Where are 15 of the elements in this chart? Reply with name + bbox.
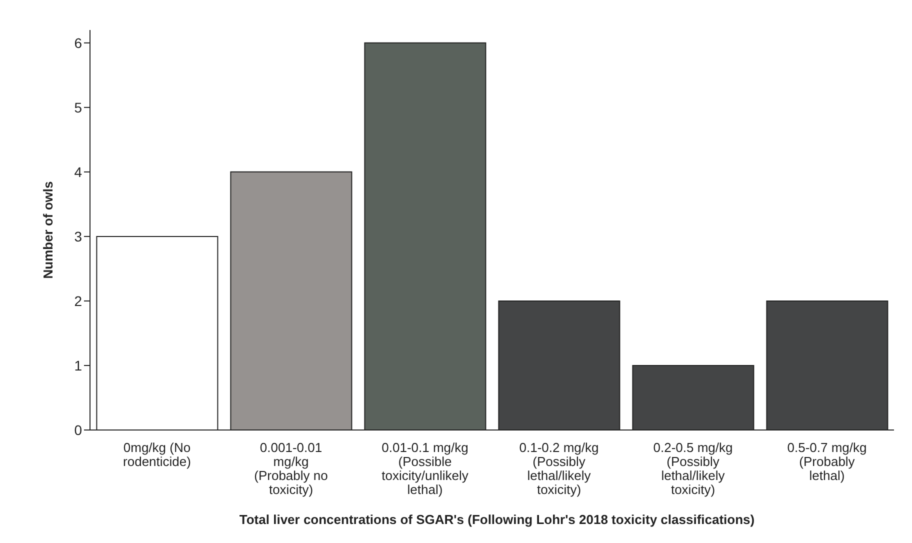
y-tick-label: 4 xyxy=(74,164,82,180)
y-tick-label: 6 xyxy=(74,34,82,51)
y-tick-label: 0 xyxy=(74,422,82,438)
y-tick-label: 1 xyxy=(74,357,82,374)
x-axis-title: Total liver concentrations of SGAR's (Following Lohr's 2018 toxicity classifications) xyxy=(238,512,756,527)
y-tick-label: 3 xyxy=(74,228,82,244)
y-axis-title: Number of owls xyxy=(40,181,56,279)
x-tick-label: 0.1-0.2 mg/kg (Possibly lethal/likely toxicity) xyxy=(519,440,599,497)
x-tick-label: 0.5-0.7 mg/kg (Probably lethal) xyxy=(787,440,867,483)
x-tick-label: 0.2-0.5 mg/kg (Possibly lethal/likely toxicity) xyxy=(653,440,733,497)
y-tick-label: 5 xyxy=(74,99,82,116)
x-tick-label: 0mg/kg (No rodenticide) xyxy=(123,440,191,469)
x-tick-label: 0.01-0.1 mg/kg (Possible toxicity/unlikely lethal) xyxy=(382,440,469,497)
y-tick-label: 2 xyxy=(74,292,82,309)
x-tick-label: 0.001-0.01 mg/kg (Probably no toxicity) xyxy=(254,440,328,497)
